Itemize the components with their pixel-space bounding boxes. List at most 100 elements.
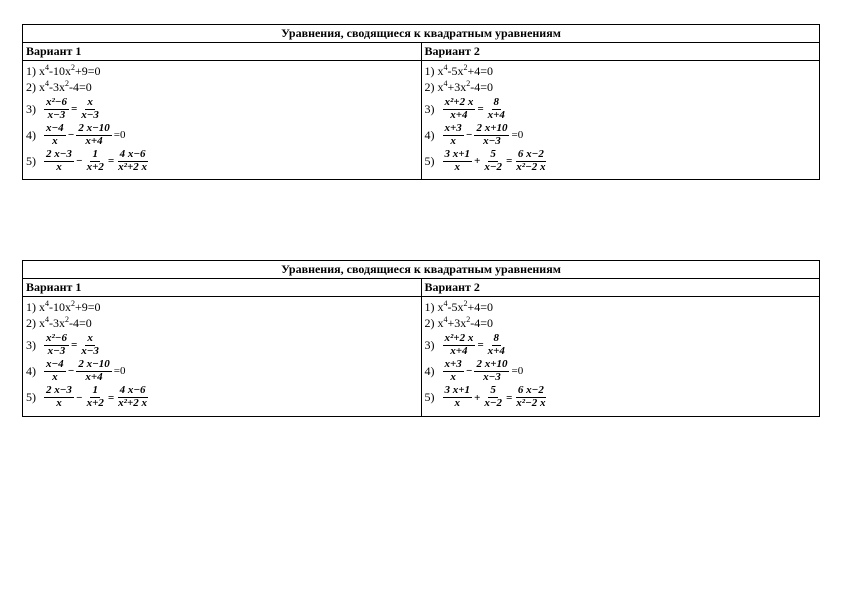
fraction-denominator: x xyxy=(54,162,64,174)
fraction-numerator: 5 xyxy=(488,149,498,162)
fraction-denominator: x²−2 x xyxy=(514,162,547,174)
equation-text: x4-5x2+4=0 xyxy=(438,300,494,315)
fraction-denominator: x−3 xyxy=(79,110,101,122)
problem-number: 3) xyxy=(26,338,36,353)
fraction: 2 x−3x xyxy=(44,149,74,173)
operator: − xyxy=(76,392,83,404)
problem-number: 1) xyxy=(26,64,36,79)
equation-text: x4-3x2-4=0 xyxy=(39,316,92,331)
equations-table: Уравнения, сводящиеся к квадратным уравн… xyxy=(22,260,820,416)
fraction: x+3x xyxy=(443,359,464,383)
equations-table-block: Уравнения, сводящиеся к квадратным уравн… xyxy=(22,24,820,180)
fraction: x²−6x−3 xyxy=(44,97,69,121)
problem-number: 2) xyxy=(26,316,36,331)
problem-line: 2)x4-3x2-4=0 xyxy=(26,316,418,331)
fraction-denominator: x+2 xyxy=(85,162,106,174)
fraction-numerator: x²−6 xyxy=(44,97,69,110)
problem-line: 4)x+3x−2 x+10x−3=0 xyxy=(425,123,817,147)
fraction: xx−3 xyxy=(79,333,101,357)
problem-line: 5)3 x+1x+5x−2=6 x−2x²−2 x xyxy=(425,149,817,173)
equation-text: x4+3x2-4=0 xyxy=(438,80,494,95)
problem-line: 2)x4+3x2-4=0 xyxy=(425,80,817,95)
operator: = xyxy=(108,392,114,404)
fraction-numerator: x²+2 x xyxy=(443,97,476,110)
problem-line: 5)2 x−3x−1x+2=4 x−6x²+2 x xyxy=(26,149,418,173)
problem-line: 3)x²−6x−3=xx−3 xyxy=(26,333,418,357)
fraction: 5x−2 xyxy=(482,149,504,173)
fraction: 6 x−2x²−2 x xyxy=(514,385,547,409)
problem-number: 3) xyxy=(425,102,435,117)
fraction-numerator: 2 x−3 xyxy=(44,149,74,162)
problem-number: 5) xyxy=(425,390,435,405)
problems-cell: 1)x4-5x2+4=02)x4+3x2-4=03)x²+2 xx+4=8x+4… xyxy=(421,61,820,180)
fraction-denominator: x xyxy=(453,162,463,174)
equations-table-block: Уравнения, сводящиеся к квадратным уравн… xyxy=(22,260,820,416)
fraction-numerator: x²+2 x xyxy=(443,333,476,346)
fraction-denominator: x²+2 x xyxy=(116,398,149,410)
fraction: x−4x xyxy=(44,123,66,147)
fraction-numerator: 2 x−10 xyxy=(76,123,111,136)
problem-line: 5)2 x−3x−1x+2=4 x−6x²+2 x xyxy=(26,385,418,409)
problem-line: 1)x4-10x2+9=0 xyxy=(26,300,418,315)
problems-cell: 1)x4-5x2+4=02)x4+3x2-4=03)x²+2 xx+4=8x+4… xyxy=(421,297,820,416)
operator: − xyxy=(68,365,75,377)
problem-line: 3)x²−6x−3=xx−3 xyxy=(26,97,418,121)
problem-line: 4)x+3x−2 x+10x−3=0 xyxy=(425,359,817,383)
equals-zero: =0 xyxy=(511,365,523,377)
fraction-numerator: 8 xyxy=(492,333,502,346)
fraction-denominator: x−3 xyxy=(79,346,101,358)
problem-number: 5) xyxy=(425,154,435,169)
equation-text: x4-10x2+9=0 xyxy=(39,300,101,315)
problem-line: 1)x4-5x2+4=0 xyxy=(425,64,817,79)
fraction-denominator: x−3 xyxy=(46,346,68,358)
fraction-denominator: x²−2 x xyxy=(514,398,547,410)
fraction: 2 x−10x+4 xyxy=(76,359,111,383)
variant-header: Вариант 2 xyxy=(421,279,820,297)
operator: − xyxy=(76,155,83,167)
problem-number: 5) xyxy=(26,390,36,405)
fraction-numerator: 2 x+10 xyxy=(474,123,509,136)
fraction: 2 x−3x xyxy=(44,385,74,409)
operator: = xyxy=(108,155,114,167)
problem-line: 1)x4-5x2+4=0 xyxy=(425,300,817,315)
fraction-denominator: x xyxy=(453,398,463,410)
variant-header: Вариант 1 xyxy=(23,43,422,61)
fraction: 6 x−2x²−2 x xyxy=(514,149,547,173)
fraction: 1x+2 xyxy=(85,149,106,173)
equation-text: x4-10x2+9=0 xyxy=(39,64,101,79)
fraction: 2 x−10x+4 xyxy=(76,123,111,147)
problem-number: 4) xyxy=(425,128,435,143)
fraction-numerator: x²−6 xyxy=(44,333,69,346)
fraction-denominator: x xyxy=(54,398,64,410)
fraction: 4 x−6x²+2 x xyxy=(116,385,149,409)
problem-number: 4) xyxy=(26,128,36,143)
equals-zero: =0 xyxy=(114,129,126,141)
fraction: 3 x+1x xyxy=(443,385,473,409)
problems-cell: 1)x4-10x2+9=02)x4-3x2-4=03)x²−6x−3=xx−34… xyxy=(23,297,422,416)
problem-line: 3)x²+2 xx+4=8x+4 xyxy=(425,333,817,357)
fraction: x+3x xyxy=(443,123,464,147)
operator: − xyxy=(68,129,75,141)
operator: = xyxy=(477,339,483,351)
fraction: xx−3 xyxy=(79,97,101,121)
problem-line: 3)x²+2 xx+4=8x+4 xyxy=(425,97,817,121)
problem-number: 1) xyxy=(26,300,36,315)
operator: + xyxy=(474,155,480,167)
fraction-numerator: x xyxy=(85,97,95,110)
fraction-numerator: 1 xyxy=(90,149,100,162)
fraction: 3 x+1x xyxy=(443,149,473,173)
fraction-denominator: x xyxy=(448,372,458,384)
fraction-denominator: x+2 xyxy=(85,398,106,410)
problem-number: 3) xyxy=(26,102,36,117)
fraction-numerator: x+3 xyxy=(443,123,464,136)
fraction-numerator: 8 xyxy=(492,97,502,110)
equation-text: x4-5x2+4=0 xyxy=(438,64,494,79)
fraction-denominator: x+4 xyxy=(83,372,104,384)
problem-line: 5)3 x+1x+5x−2=6 x−2x²−2 x xyxy=(425,385,817,409)
equations-table: Уравнения, сводящиеся к квадратным уравн… xyxy=(22,24,820,180)
fraction-denominator: x−2 xyxy=(482,162,504,174)
variant-header: Вариант 2 xyxy=(421,43,820,61)
equals-zero: =0 xyxy=(114,365,126,377)
problem-number: 4) xyxy=(425,364,435,379)
fraction: 5x−2 xyxy=(482,385,504,409)
